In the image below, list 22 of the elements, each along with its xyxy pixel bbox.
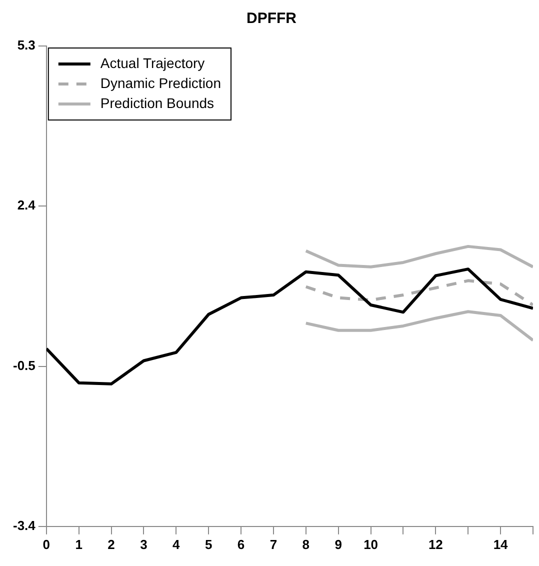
x-tick-label: 1 <box>75 536 82 552</box>
x-tick-label: 14 <box>493 536 509 552</box>
y-tick-label: -3.4 <box>12 518 36 533</box>
x-tick-label: 8 <box>302 536 310 552</box>
chart-title: DPFFR <box>246 10 297 28</box>
x-tick-label: 3 <box>140 536 148 552</box>
x-tick-label: 12 <box>428 536 443 552</box>
y-tick-label: 5.3 <box>17 38 36 53</box>
x-tick-label: 10 <box>364 536 378 552</box>
x-tick-label: 0 <box>42 536 50 552</box>
y-tick-label: -0.5 <box>12 358 36 373</box>
x-tick-label: 2 <box>108 536 115 552</box>
legend-label: Prediction Bounds <box>100 94 214 111</box>
x-tick-label: 4 <box>172 536 181 552</box>
x-tick-label: 9 <box>334 536 342 552</box>
x-tick-label: 7 <box>270 536 278 552</box>
x-tick-label: 5 <box>204 536 212 552</box>
x-tick-label: 6 <box>237 536 245 552</box>
y-tick-label: 2.4 <box>17 198 36 213</box>
legend-label: Dynamic Prediction <box>100 74 222 91</box>
line-series <box>304 279 533 306</box>
legend-label: Actual Trajectory <box>100 54 205 71</box>
